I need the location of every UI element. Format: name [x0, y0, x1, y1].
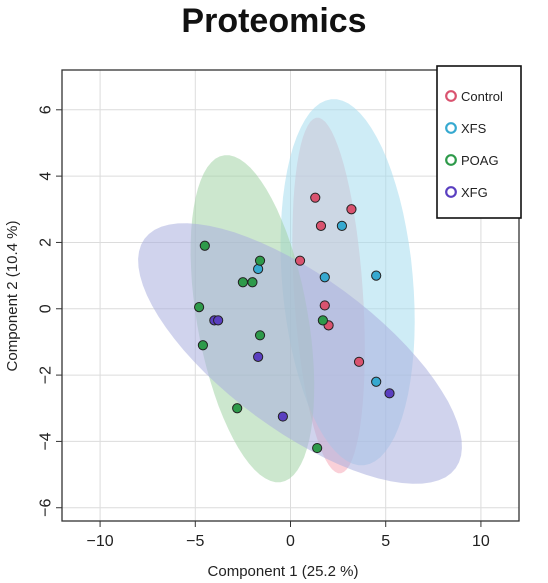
point-poag: [247, 277, 258, 288]
point-xfg: [277, 411, 288, 422]
point-poag: [312, 442, 323, 454]
point-xfg: [384, 388, 395, 399]
point-poag: [194, 302, 205, 313]
y-tick-label: 6: [38, 105, 55, 114]
point-poag: [199, 240, 210, 251]
point-poag: [317, 315, 328, 326]
data-points: [194, 192, 395, 454]
y-tick-label: 2: [38, 238, 55, 247]
x-axis-ticks: −10 −5 0 5 10: [87, 521, 490, 550]
legend-marker-control: [445, 90, 457, 102]
x-tick-label: −5: [186, 533, 204, 550]
point-poag: [237, 277, 248, 288]
ellipse-xfg: [138, 223, 462, 484]
point-control: [315, 220, 327, 231]
point-xfg: [213, 315, 224, 326]
y-tick-label: −6: [38, 499, 55, 517]
legend-label-xfg: XFG: [461, 185, 488, 200]
legend-marker-xfs: [445, 122, 457, 134]
point-poag: [254, 330, 266, 341]
point-poag: [254, 255, 266, 266]
legend-label-xfs: XFS: [461, 121, 487, 136]
x-tick-label: 0: [286, 533, 295, 550]
legend-marker-poag: [445, 154, 457, 166]
chart-title: Proteomics: [181, 2, 366, 40]
y-tick-label: −2: [38, 366, 55, 384]
legend: Control XFS POAG XFG: [436, 65, 522, 219]
point-poag: [232, 403, 243, 414]
y-axis-ticks: −6 −4 −2 0 2 4 6: [38, 105, 62, 517]
confidence-ellipses: [138, 99, 462, 484]
y-tick-label: 4: [38, 172, 55, 181]
point-xfs: [336, 220, 348, 231]
y-tick-label: 0: [38, 304, 55, 313]
x-tick-label: −10: [87, 533, 114, 550]
point-xfs: [319, 272, 330, 283]
x-tick-label: 10: [472, 533, 490, 550]
point-control: [346, 204, 357, 215]
point-poag: [197, 340, 209, 351]
point-control: [310, 192, 321, 203]
y-tick-label: −4: [38, 432, 55, 450]
point-xfg: [253, 351, 264, 362]
point-xfs: [371, 270, 382, 281]
point-xfs: [371, 376, 382, 387]
point-control: [353, 356, 365, 367]
point-xfs: [253, 263, 264, 275]
x-tick-label: 5: [381, 533, 390, 550]
point-control: [319, 300, 330, 311]
x-axis-label: Component 1 (25.2 %): [208, 563, 359, 580]
y-axis-label: Component 2 (10.4 %): [4, 221, 21, 372]
legend-label-control: Control: [461, 89, 503, 104]
point-control: [294, 255, 306, 266]
legend-label-poag: POAG: [461, 153, 499, 168]
legend-marker-xfg: [445, 186, 457, 198]
